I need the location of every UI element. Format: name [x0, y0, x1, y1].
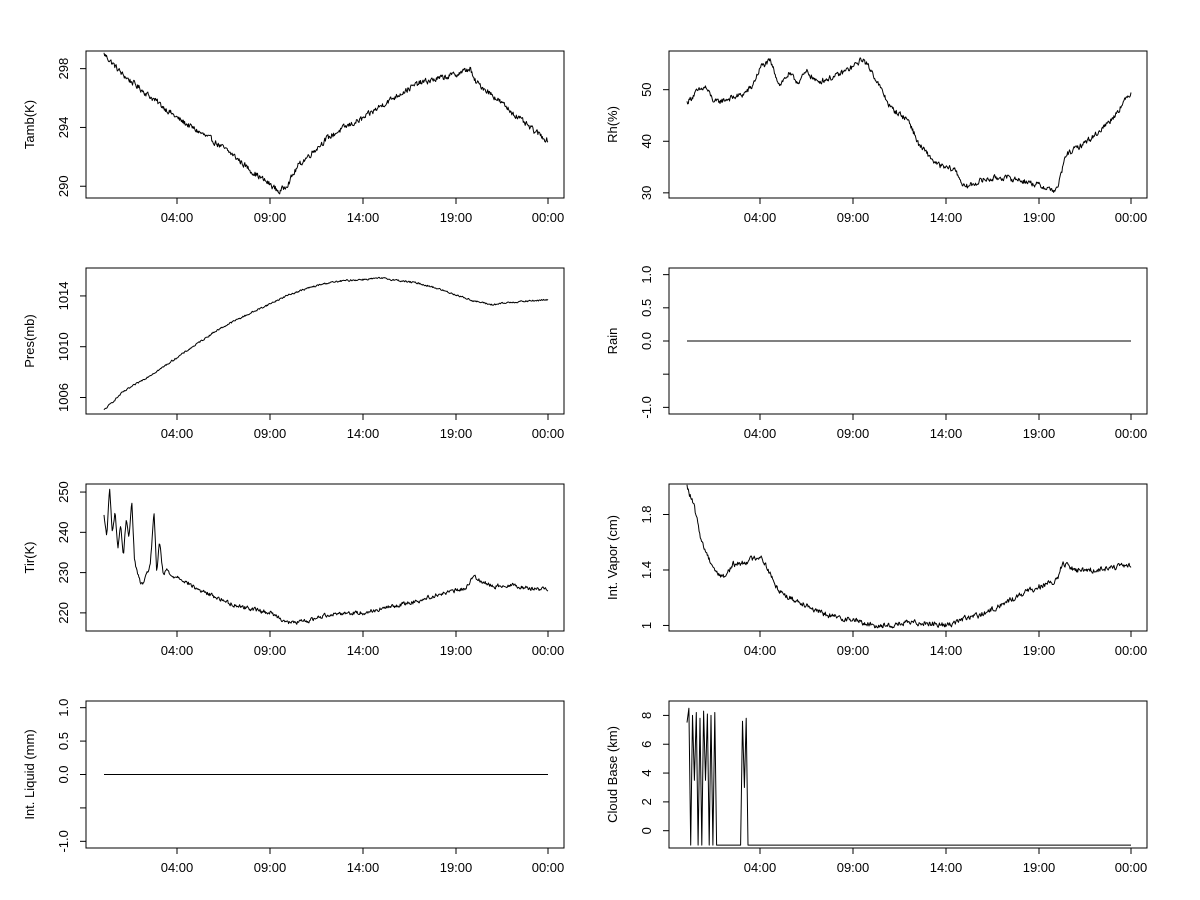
panel-7: 04:00 09:00 14:00 19:00 00:00 -1.0 0.0 0.5 1.0 In…: [22, 699, 565, 875]
data-line: [103, 276, 549, 411]
y-axis-label: Tamb(K): [22, 100, 37, 149]
x-tick-label: 00:00: [532, 860, 565, 875]
y-tick-label: 1010: [56, 332, 71, 361]
panel-8: 04:00 09:00 14:00 19:00 00:00 0 2 4 6 8 Cloud Base…: [605, 700, 1148, 875]
x-tick-label: 04:00: [161, 426, 194, 441]
x-tick-label: 14:00: [347, 210, 380, 225]
data-line: [686, 484, 1132, 629]
y-tick-label: 0.0: [56, 765, 71, 783]
y-axis-label: Cloud Base (km): [605, 726, 620, 823]
y-tick-label: 240: [56, 521, 71, 543]
x-tick-label: 19:00: [1023, 643, 1056, 658]
y-tick-label: 0.0: [639, 332, 654, 350]
data-line: [686, 707, 1131, 846]
y-tick-label: 30: [639, 186, 654, 200]
x-tick-label: 19:00: [440, 860, 473, 875]
x-tick-label: 00:00: [532, 426, 565, 441]
x-tick-label: 00:00: [1115, 210, 1148, 225]
x-tick-label: 00:00: [1115, 860, 1148, 875]
x-tick-label: 04:00: [161, 860, 194, 875]
y-axis-label: Int. Vapor (cm): [605, 515, 620, 600]
y-tick-label: 0.5: [56, 732, 71, 750]
x-tick-label: 14:00: [347, 426, 380, 441]
plot-frame: [85, 50, 565, 199]
x-tick-label: 14:00: [930, 643, 963, 658]
y-tick-label: -1.0: [639, 396, 654, 418]
plot-frame: [668, 700, 1148, 849]
y-tick-label: -1.0: [56, 830, 71, 852]
x-tick-label: 09:00: [837, 426, 870, 441]
data-line: [103, 488, 549, 625]
y-tick-label: 290: [56, 175, 71, 197]
y-tick-label: 294: [56, 117, 71, 139]
y-axis-label: Rh(%): [605, 106, 620, 143]
y-tick-label: 250: [56, 481, 71, 503]
x-tick-label: 04:00: [744, 426, 777, 441]
x-tick-label: 00:00: [1115, 426, 1148, 441]
x-tick-label: 19:00: [440, 210, 473, 225]
y-tick-label: 1006: [56, 383, 71, 412]
y-tick-label: 1.8: [639, 505, 654, 523]
y-tick-label: 1.0: [639, 266, 654, 284]
x-tick-label: 09:00: [837, 860, 870, 875]
y-tick-label: 220: [56, 602, 71, 624]
panel-6: 04:00 09:00 14:00 19:00 00:00 1 1.4 1.8 Int. Vap…: [605, 483, 1148, 658]
x-tick-label: 14:00: [930, 210, 963, 225]
y-tick-label: 4: [639, 769, 654, 776]
y-axis-label: Rain: [605, 328, 620, 355]
panel-4: 04:00 09:00 14:00 19:00 00:00 -1.0 0.0 0.5 1.0 Ra…: [605, 266, 1148, 441]
x-tick-label: 09:00: [837, 210, 870, 225]
y-tick-label: 0: [639, 827, 654, 834]
panel-5: 04:00 09:00 14:00 19:00 00:00 220 230 240 250 Tir…: [22, 481, 565, 658]
y-tick-label: 1.4: [639, 561, 654, 579]
plot-frame: [85, 267, 565, 415]
y-tick-label: 0.5: [639, 299, 654, 317]
panel-1: 04:00 09:00 14:00 19:00 00:00 290 294 298 Tamb(K…: [22, 50, 565, 225]
x-tick-label: 19:00: [1023, 210, 1056, 225]
y-tick-label: 1.0: [56, 699, 71, 717]
x-tick-label: 09:00: [837, 643, 870, 658]
x-tick-label: 04:00: [161, 210, 194, 225]
x-tick-label: 09:00: [254, 643, 287, 658]
plot-frame: [85, 483, 565, 632]
x-tick-label: 09:00: [254, 426, 287, 441]
x-tick-label: 04:00: [744, 643, 777, 658]
data-line: [103, 52, 549, 195]
x-tick-label: 09:00: [254, 210, 287, 225]
x-tick-label: 14:00: [930, 426, 963, 441]
y-tick-label: 40: [639, 134, 654, 148]
y-tick-label: 2: [639, 798, 654, 805]
x-tick-label: 09:00: [254, 860, 287, 875]
x-tick-label: 00:00: [532, 210, 565, 225]
x-tick-label: 19:00: [440, 643, 473, 658]
x-tick-label: 00:00: [1115, 643, 1148, 658]
plot-frame: [668, 483, 1148, 632]
x-tick-label: 14:00: [347, 860, 380, 875]
panel-2: 04:00 09:00 14:00 19:00 00:00 30 40 50 Rh(%): [605, 50, 1148, 225]
y-tick-label: 6: [639, 741, 654, 748]
y-tick-label: 1014: [56, 281, 71, 310]
x-tick-label: 19:00: [1023, 426, 1056, 441]
x-tick-label: 19:00: [440, 426, 473, 441]
x-tick-label: 04:00: [744, 860, 777, 875]
y-tick-label: 1: [639, 622, 654, 629]
y-tick-label: 8: [639, 712, 654, 719]
y-tick-label: 50: [639, 82, 654, 96]
x-tick-label: 19:00: [1023, 860, 1056, 875]
x-tick-label: 00:00: [532, 643, 565, 658]
plot-frame: [668, 50, 1148, 199]
y-tick-label: 230: [56, 562, 71, 584]
y-tick-label: 298: [56, 58, 71, 80]
panel-3: 04:00 09:00 14:00 19:00 00:00 1006 1010 1014 Pre…: [22, 267, 565, 441]
x-tick-label: 14:00: [347, 643, 380, 658]
x-tick-label: 04:00: [161, 643, 194, 658]
y-axis-label: Pres(mb): [22, 314, 37, 367]
y-axis-label: Int. Liquid (mm): [22, 729, 37, 819]
data-line: [686, 57, 1132, 193]
y-axis-label: Tir(K): [22, 541, 37, 573]
x-tick-label: 04:00: [744, 210, 777, 225]
x-tick-label: 14:00: [930, 860, 963, 875]
